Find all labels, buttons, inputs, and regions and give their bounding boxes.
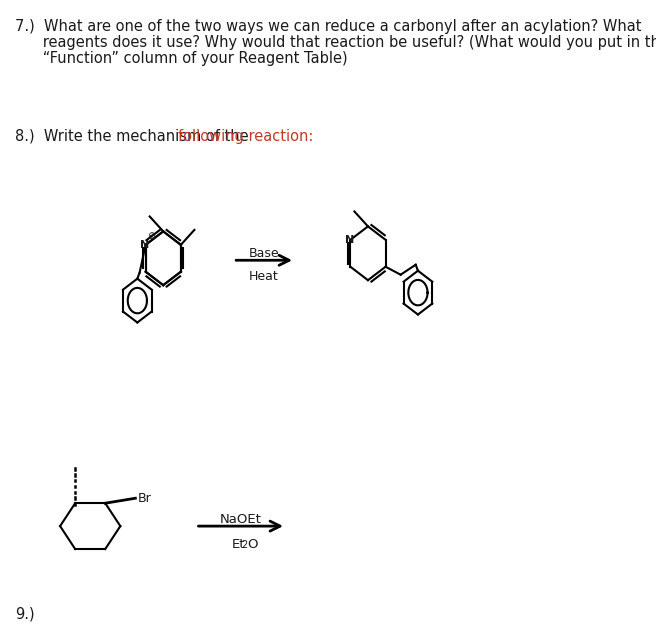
Text: N: N — [140, 240, 150, 250]
Text: 8.)  Write the mechanism of the: 8.) Write the mechanism of the — [15, 129, 253, 144]
Text: following reaction:: following reaction: — [178, 129, 313, 144]
Text: ⊕: ⊕ — [147, 231, 155, 241]
Text: reagents does it use? Why would that reaction be useful? (What would you put in : reagents does it use? Why would that rea… — [15, 35, 656, 50]
Text: Base: Base — [249, 247, 279, 260]
Text: Heat: Heat — [249, 270, 279, 283]
Text: 7.)  What are one of the two ways we can reduce a carbonyl after an acylation? W: 7.) What are one of the two ways we can … — [15, 19, 642, 34]
Text: N: N — [345, 235, 354, 245]
Text: Br: Br — [138, 492, 152, 505]
Text: O: O — [247, 538, 257, 551]
Text: Et: Et — [232, 538, 245, 551]
Text: “Function” column of your Reagent Table): “Function” column of your Reagent Table) — [15, 51, 348, 66]
Text: 2: 2 — [241, 540, 248, 550]
Text: NaOEt: NaOEt — [220, 513, 262, 526]
Text: 9.): 9.) — [15, 607, 35, 621]
